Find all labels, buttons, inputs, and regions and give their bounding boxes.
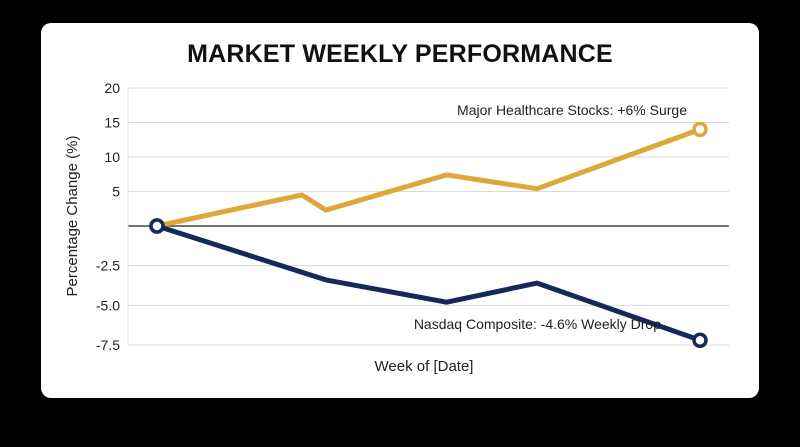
nasdaq-annotation: Nasdaq Composite: -4.6% Weekly Drop — [414, 316, 661, 332]
chart-card — [41, 23, 759, 398]
annotations: Major Healthcare Stocks: +6% Surge Nasdaq… — [414, 102, 687, 332]
y-tick-label-2: 10 — [104, 149, 120, 165]
chart-title: MARKET WEEKLY PERFORMANCE — [187, 40, 613, 68]
x-axis-label: Week of [Date] — [375, 358, 474, 375]
healthcare-end-marker — [692, 121, 708, 138]
y-tick-labels: 20 15 10 5 -2.5 -5.0 -7.5 — [96, 80, 120, 353]
shared-start-marker — [149, 218, 165, 234]
y-tick-label-4: -2.5 — [96, 258, 120, 274]
y-tick-label-3: 5 — [112, 184, 120, 200]
y-tick-label-1: 15 — [104, 115, 120, 131]
y-axis-label: Percentage Change (%) — [64, 136, 81, 297]
healthcare-series-line — [154, 126, 703, 229]
y-tick-label-6: -7.5 — [96, 337, 120, 353]
healthcare-annotation: Major Healthcare Stocks: +6% Surge — [457, 102, 687, 118]
y-tick-label-0: 20 — [104, 80, 120, 96]
y-tick-label-5: -5.0 — [96, 297, 120, 313]
gridlines — [127, 87, 729, 346]
nasdaq-end-marker — [692, 332, 708, 348]
series-lines — [149, 121, 708, 348]
nasdaq-series-line — [154, 223, 703, 343]
